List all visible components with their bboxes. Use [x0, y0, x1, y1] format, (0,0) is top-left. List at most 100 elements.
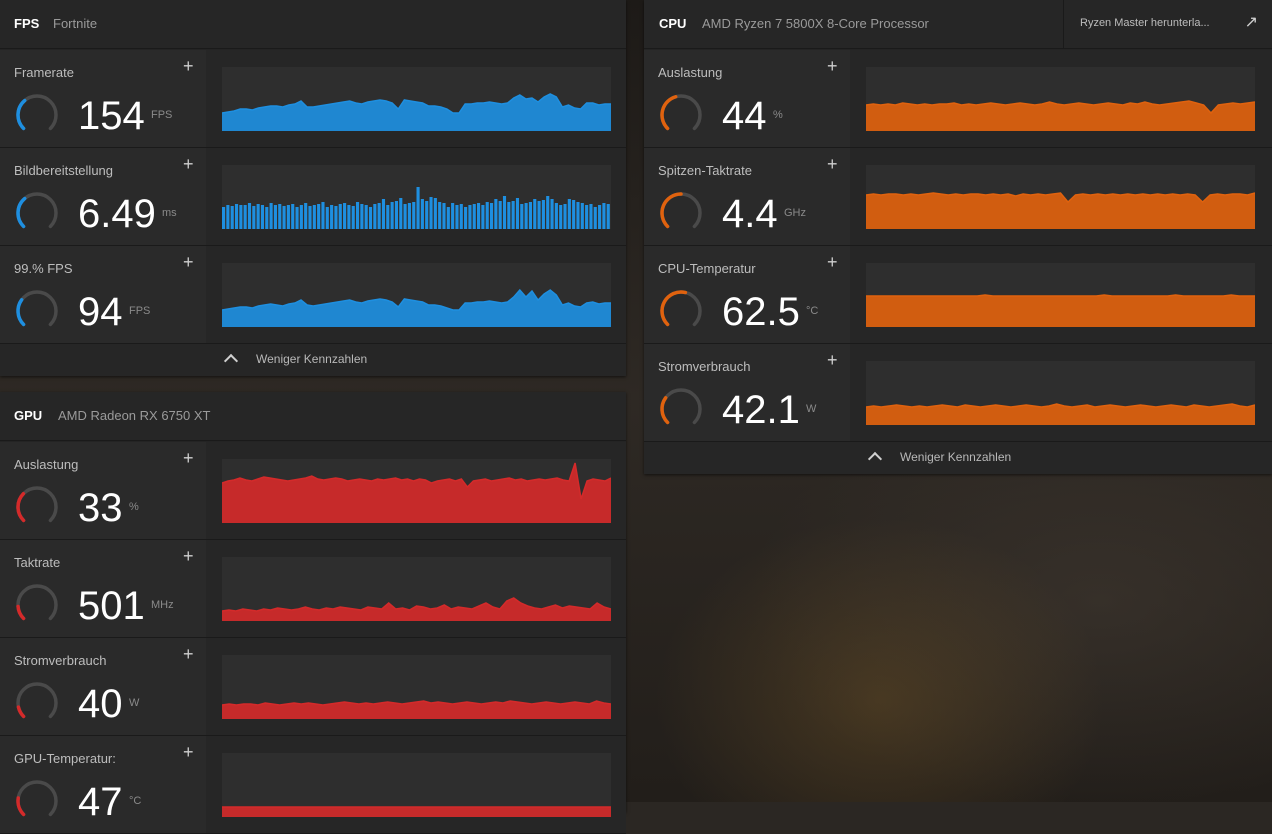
chevron-up-icon — [223, 353, 239, 369]
metric-info: GPU-Temperatur: +47 °C — [0, 736, 206, 833]
metric-value: 40 — [78, 682, 123, 726]
metric-label: Framerate — [14, 65, 74, 80]
graph-area — [222, 807, 611, 817]
add-metric-icon[interactable]: + — [183, 644, 194, 664]
graph-bar — [299, 205, 303, 229]
gauge-icon — [16, 682, 58, 719]
metric-value: 44 — [722, 94, 767, 138]
graph-area — [222, 290, 611, 327]
graph-bar — [507, 202, 511, 229]
graph-line — [222, 93, 611, 114]
metric-label: Auslastung — [658, 65, 723, 80]
metric-info: Auslastung +44% — [644, 50, 850, 147]
graph-bar — [317, 204, 321, 229]
graph-bar — [373, 204, 377, 229]
metric-value: 42.1 — [722, 388, 800, 432]
graph-bar — [498, 201, 502, 229]
add-metric-icon[interactable]: + — [183, 448, 194, 468]
graph-bar — [598, 205, 602, 229]
add-metric-icon[interactable]: + — [827, 350, 838, 370]
graph-bar — [399, 198, 403, 229]
metric-row: CPU-Temperatur +62.5 °C — [644, 246, 1272, 344]
cpu-less-metrics-label: Weniger Kennzahlen — [900, 450, 1012, 464]
graph-bar — [572, 200, 576, 229]
graph-bar — [541, 200, 545, 229]
graph-line — [222, 597, 611, 612]
graph-area — [222, 463, 611, 523]
graph-bar — [321, 202, 325, 229]
external-link-icon: ↗ — [1244, 14, 1258, 31]
metric-value: 4.4 — [722, 192, 778, 236]
graph-bar — [446, 207, 450, 229]
add-metric-icon[interactable]: + — [183, 546, 194, 566]
graph-bar — [390, 202, 394, 229]
gauge-icon — [16, 780, 58, 817]
graph-bar — [451, 203, 455, 229]
graph-bar — [576, 202, 580, 229]
graph-bar — [256, 204, 260, 229]
graph-bar — [477, 203, 481, 229]
graph-bar — [593, 207, 597, 229]
metric-unit: % — [773, 109, 783, 121]
graph-bar — [407, 203, 411, 229]
gpu-panel-subtitle: AMD Radeon RX 6750 XT — [58, 408, 211, 423]
graph-area — [866, 295, 1255, 327]
metric-label: Auslastung — [14, 457, 79, 472]
graph-bar — [468, 205, 472, 229]
add-metric-icon[interactable]: + — [827, 252, 838, 272]
cpu-panel-header: CPU AMD Ryzen 7 5800X 8-Core Processor R… — [644, 0, 1272, 49]
graph-bar — [351, 206, 355, 229]
metric-value: 154 — [78, 94, 145, 138]
graph-bar — [265, 207, 269, 229]
fps-less-metrics-button[interactable]: Weniger Kennzahlen — [0, 344, 626, 376]
graph-bar — [252, 206, 256, 229]
metric-label: 99.% FPS — [14, 261, 73, 276]
add-metric-icon[interactable]: + — [183, 56, 194, 76]
metric-graph — [222, 459, 611, 523]
ryzen-master-download-link[interactable]: Ryzen Master herunterla... ↗ — [1063, 0, 1272, 48]
metric-graph — [222, 753, 611, 817]
metric-row: GPU-Temperatur: +47 °C — [0, 736, 626, 834]
gpu-panel-header: GPU AMD Radeon RX 6750 XT — [0, 392, 626, 441]
graph-bar — [429, 197, 433, 229]
add-metric-icon[interactable]: + — [183, 742, 194, 762]
metric-graph — [222, 655, 611, 719]
graph-bar — [511, 201, 515, 229]
metric-info: Stromverbrauch +42.1 W — [644, 344, 850, 441]
add-metric-icon[interactable]: + — [183, 252, 194, 272]
graph-bar — [464, 207, 468, 229]
metric-unit: W — [129, 697, 140, 709]
graph-bar — [381, 199, 386, 229]
add-metric-icon[interactable]: + — [827, 154, 838, 174]
graph-bar — [606, 204, 610, 229]
cpu-panel-subtitle: AMD Ryzen 7 5800X 8-Core Processor — [702, 16, 929, 31]
graph-line — [866, 294, 1255, 297]
metric-value: 33 — [78, 486, 123, 530]
graph-bar — [403, 204, 407, 229]
graph-bar — [295, 207, 299, 229]
graph-bar — [334, 206, 338, 229]
graph-bar — [537, 201, 541, 229]
graph-bar — [567, 199, 571, 229]
metric-unit: FPS — [151, 109, 173, 121]
graph-bar — [269, 203, 273, 229]
metric-info: Spitzen-Taktrate +4.4 GHz — [644, 148, 850, 245]
graph-line — [866, 100, 1255, 115]
fps-panel-subtitle: Fortnite — [53, 16, 98, 31]
graph-bar — [455, 205, 459, 229]
graph-bar — [338, 204, 342, 229]
metric-unit: ms — [162, 207, 177, 219]
gpu-panel: GPU AMD Radeon RX 6750 XT Auslastung +33%… — [0, 392, 626, 834]
graph-bar — [550, 199, 554, 229]
metric-unit: FPS — [129, 305, 151, 317]
graph-bar — [472, 204, 476, 229]
graph-bar — [585, 205, 589, 229]
add-metric-icon[interactable]: + — [183, 154, 194, 174]
add-metric-icon[interactable]: + — [827, 56, 838, 76]
metric-graph — [222, 557, 611, 621]
cpu-less-metrics-button[interactable]: Weniger Kennzahlen — [644, 442, 1272, 474]
graph-area — [866, 101, 1255, 131]
metric-value: 94 — [78, 290, 123, 334]
metric-info: 99.% FPS +94 FPS — [0, 246, 206, 343]
graph-bar — [291, 204, 295, 229]
